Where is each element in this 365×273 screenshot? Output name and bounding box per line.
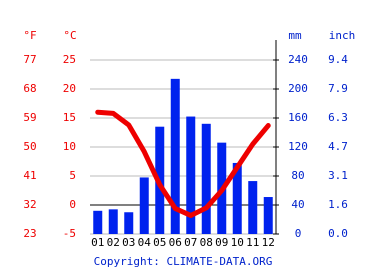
f-tick-label: 59: [23, 111, 36, 124]
f-axis-label: °F: [23, 29, 36, 42]
c-tick-label: -5: [63, 227, 76, 240]
month-label: 11: [246, 236, 259, 249]
mm-tick-label: 80: [291, 169, 304, 182]
c-tick-label: 20: [63, 82, 76, 95]
mm-tick-label: 160: [288, 111, 308, 124]
precipitation-bar: [108, 209, 118, 234]
mm-tick-label: 40: [291, 198, 304, 211]
month-label: 09: [215, 236, 228, 249]
month-label: 07: [184, 236, 197, 249]
precipitation-bar: [186, 116, 196, 234]
inch-tick-label: 0.0: [328, 227, 348, 240]
month-label: 10: [231, 236, 244, 249]
f-tick-label: 41: [23, 169, 36, 182]
month-label: 02: [107, 236, 120, 249]
precipitation-bar: [93, 210, 103, 234]
c-tick-label: 0: [69, 198, 76, 211]
month-label: 04: [138, 236, 152, 249]
temperature-line: [95, 109, 271, 218]
precipitation-bar: [232, 162, 242, 234]
inch-tick-label: 9.4: [328, 53, 348, 66]
month-label: 08: [200, 236, 213, 249]
f-tick-label: 50: [23, 140, 36, 153]
mm-tick-label: 120: [288, 140, 308, 153]
month-label: 05: [153, 236, 166, 249]
mm-tick-label: 0: [295, 227, 302, 240]
precipitation-bar: [201, 123, 211, 234]
inch-tick-label: 1.6: [328, 198, 348, 211]
f-tick-label: 77: [23, 53, 36, 66]
c-tick-label: 5: [69, 169, 76, 182]
f-tick-label: 23: [23, 227, 36, 240]
month-label: 01: [91, 236, 104, 249]
c-tick-label: 10: [63, 140, 76, 153]
f-tick-label: 32: [23, 198, 36, 211]
mm-axis-label: mm: [288, 29, 302, 42]
inch-axis-label: inch: [329, 29, 356, 42]
precipitation-bar: [139, 177, 149, 234]
mm-tick-label: 200: [288, 82, 308, 95]
f-tick-label: 68: [23, 82, 36, 95]
month-label: 06: [169, 236, 182, 249]
precipitation-bar: [248, 181, 258, 234]
mm-tick-label: 240: [288, 53, 308, 66]
c-axis-label: °C: [63, 29, 76, 42]
inch-tick-label: 4.7: [328, 140, 348, 153]
month-label: 03: [122, 236, 135, 249]
c-tick-label: 25: [63, 53, 76, 66]
precipitation-bar: [124, 212, 134, 234]
copyright: Copyright: CLIMATE-DATA.ORG: [94, 255, 273, 268]
inch-tick-label: 6.3: [328, 111, 348, 124]
precipitation-bar: [263, 197, 273, 234]
inch-tick-label: 7.9: [328, 82, 348, 95]
c-tick-label: 15: [63, 111, 76, 124]
month-label: 12: [262, 236, 275, 249]
precipitation-bar: [170, 78, 180, 234]
inch-tick-label: 3.1: [328, 169, 348, 182]
